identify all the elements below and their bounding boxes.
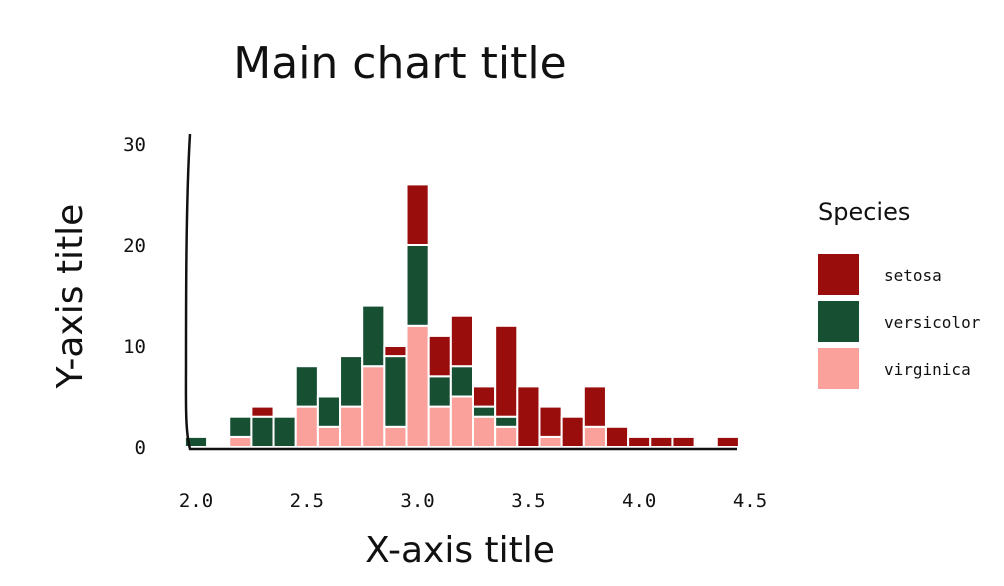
bar-virginica xyxy=(228,435,253,448)
bar-setosa xyxy=(405,183,430,246)
bar-versicolor xyxy=(316,395,342,428)
bar-virginica xyxy=(449,395,474,448)
bar-virginica xyxy=(427,405,452,449)
bar-virginica xyxy=(316,425,342,448)
bar-versicolor xyxy=(361,304,386,368)
bar-versicolor xyxy=(339,355,364,408)
y-tick-label: 10 xyxy=(123,336,146,358)
x-tick-label: 3.0 xyxy=(400,490,434,512)
bar-setosa xyxy=(516,385,541,448)
bar-versicolor xyxy=(383,355,408,428)
y-tick-label: 20 xyxy=(123,235,146,257)
x-axis-ticks: 2.0 2.5 3.0 3.5 4.0 4.5 xyxy=(179,490,767,512)
bar-setosa xyxy=(627,435,652,448)
bar-versicolor xyxy=(250,415,275,449)
legend: Species setosa versicolor virginica xyxy=(818,198,981,389)
legend-swatch-setosa xyxy=(818,254,859,295)
plot-area xyxy=(183,183,740,449)
bar-virginica xyxy=(294,405,319,449)
bar-virginica xyxy=(582,425,607,448)
bar-setosa xyxy=(538,405,563,438)
bar-versicolor xyxy=(183,435,209,448)
bar-versicolor xyxy=(472,405,497,418)
bar-virginica xyxy=(472,415,497,449)
legend-label-versicolor: versicolor xyxy=(884,313,981,332)
y-tick-label: 0 xyxy=(135,437,146,459)
legend-title: Species xyxy=(818,198,910,226)
bar-setosa xyxy=(582,385,607,428)
bar-versicolor xyxy=(228,415,253,438)
bar-versicolor xyxy=(427,375,452,408)
bar-virginica xyxy=(494,425,519,448)
bar-virginica xyxy=(361,365,386,449)
bar-setosa xyxy=(427,334,452,378)
bar-versicolor xyxy=(494,415,519,428)
bar-versicolor xyxy=(294,365,319,408)
bar-setosa xyxy=(250,405,275,418)
bar-virginica xyxy=(538,435,563,448)
x-axis-title: X-axis title xyxy=(365,530,555,571)
bar-virginica xyxy=(405,324,430,448)
bar-versicolor xyxy=(272,415,297,449)
axis-line xyxy=(184,133,737,451)
legend-label-virginica: virginica xyxy=(884,360,971,379)
bar-versicolor xyxy=(449,365,474,398)
y-axis-title: Y-axis title xyxy=(50,204,91,390)
legend-label-setosa: setosa xyxy=(884,266,942,285)
bar-versicolor xyxy=(405,244,430,327)
bar-setosa xyxy=(649,435,674,448)
x-tick-label: 4.5 xyxy=(733,490,767,512)
chart-title: Main chart title xyxy=(233,38,566,89)
bar-virginica xyxy=(339,405,364,449)
bar-setosa xyxy=(383,345,408,358)
bar-setosa xyxy=(715,435,740,448)
x-tick-label: 4.0 xyxy=(622,490,656,512)
bar-virginica xyxy=(383,425,408,448)
y-tick-label: 30 xyxy=(123,134,146,156)
bar-setosa xyxy=(604,425,630,448)
legend-swatch-versicolor xyxy=(818,301,859,342)
y-axis-ticks: 0 10 20 30 xyxy=(123,134,146,459)
x-tick-label: 3.5 xyxy=(511,490,545,512)
legend-swatch-virginica xyxy=(818,348,859,389)
bar-setosa xyxy=(472,385,497,408)
bar-setosa xyxy=(671,435,696,448)
x-tick-label: 2.5 xyxy=(290,490,324,512)
bar-setosa xyxy=(560,415,585,449)
bar-setosa xyxy=(494,324,519,418)
bar-setosa xyxy=(449,314,474,368)
x-tick-label: 2.0 xyxy=(179,490,213,512)
